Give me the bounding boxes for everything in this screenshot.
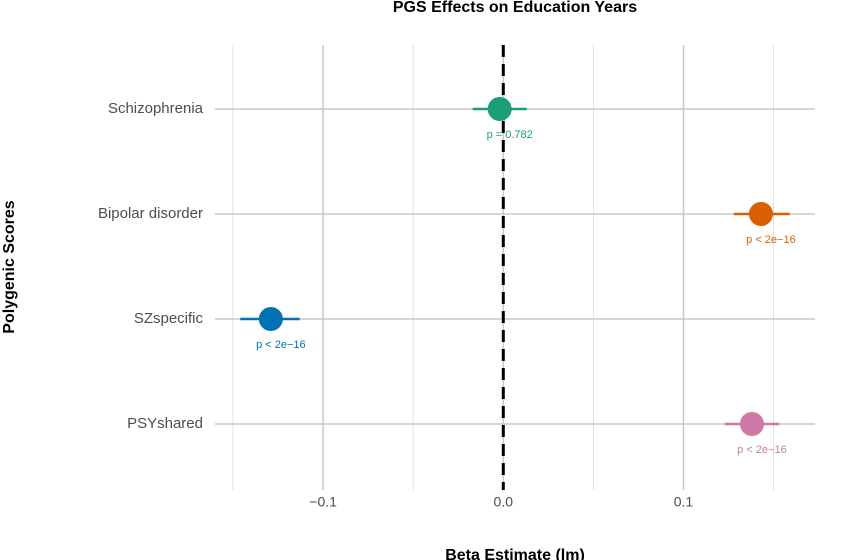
y-axis-label: Polygenic Scores — [1, 200, 18, 333]
point — [748, 202, 773, 226]
x-axis-label: Beta Estimate (lm) — [445, 547, 585, 560]
p-value-label: p < 2e−16 — [746, 234, 796, 246]
y-tick-label: SZspecific — [134, 310, 204, 327]
x-tick-label: −0.1 — [309, 494, 337, 510]
p-value-label: p < 2e−16 — [737, 444, 787, 456]
y-tick-label: Schizophrenia — [108, 100, 204, 117]
y-tick-label: PSYshared — [127, 415, 203, 432]
y-tick-label: Bipolar disorder — [98, 205, 203, 222]
point — [258, 307, 283, 331]
point — [487, 97, 512, 121]
chart-title: PGS Effects on Education Years — [393, 0, 637, 16]
point — [739, 412, 764, 436]
x-tick-label: 0.0 — [494, 494, 514, 510]
p-value-label: p < 2e−16 — [256, 339, 306, 351]
x-tick-label: 0.1 — [674, 494, 694, 510]
p-value-label: p = 0.782 — [487, 129, 533, 141]
